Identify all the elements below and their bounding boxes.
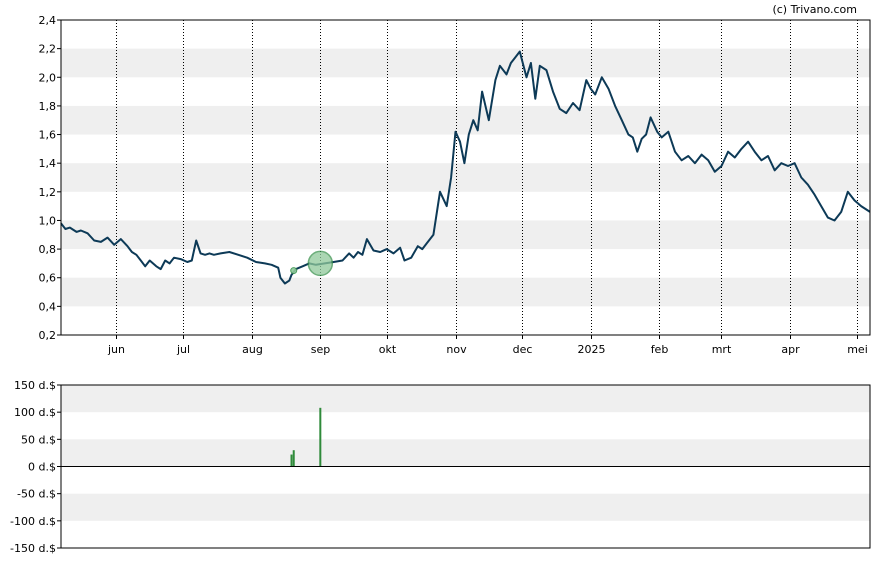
price-x-tick-label: apr [781,343,800,356]
volume-y-tick-label: -50 d.$ [17,488,56,501]
trade-marker-small [291,268,297,274]
price-x-tick-label: aug [242,343,263,356]
price-x-tick-label: jul [176,343,190,356]
price-y-tick-label: 0,8 [39,243,57,256]
price-x-tick-label: feb [651,343,669,356]
price-y-tick-label: 1,0 [39,214,57,227]
price-x-tick-label: dec [513,343,533,356]
price-y-axis: 0,2 0,4 0,6 0,8 1,0 1,2 1,4 1,6 1,8 2,0 2,2 2,4 [39,14,62,342]
price-x-tick-label: sep [311,343,330,356]
volume-y-tick-label: 150 d.$ [14,379,56,392]
volume-y-axis: 150 d.$ 100 d.$ 50 d.$ 0 d.$ -50 d.$ -100 d.$… [10,379,61,555]
volume-band [61,385,870,412]
volume-bar [293,450,295,466]
volume-y-tick-label: -100 d.$ [10,515,56,528]
price-band [61,220,870,249]
price-y-tick-label: 1,4 [39,157,57,170]
price-x-axis: jun jul aug sep okt nov dec 2025 feb mrt apr mei [107,335,868,356]
price-y-tick-label: 2,2 [39,43,57,56]
volume-band [61,494,870,521]
price-x-tick-label: okt [379,343,397,356]
price-y-tick-label: 1,6 [39,129,57,142]
price-x-tick-label: 2025 [578,343,606,356]
volume-band [61,439,870,466]
price-x-tick-label: nov [446,343,467,356]
volume-y-tick-label: -150 d.$ [10,542,56,555]
price-y-tick-label: 0,2 [39,329,57,342]
trade-marker-large [308,251,332,275]
price-y-tick-label: 2,4 [39,14,57,27]
price-y-tick-label: 1,8 [39,100,57,113]
price-x-tick-label: mei [847,343,868,356]
price-x-tick-label: jun [107,343,125,356]
price-band [61,163,870,192]
price-y-tick-label: 1,2 [39,186,57,199]
price-band [61,49,870,78]
volume-y-tick-label: 50 d.$ [21,433,56,446]
price-y-tick-label: 2,0 [39,71,57,84]
volume-chart-bands [61,385,870,521]
price-y-tick-label: 0,6 [39,272,57,285]
volume-bar [319,408,321,467]
volume-y-tick-label: 100 d.$ [14,406,56,419]
price-chart-bands [61,49,870,307]
price-y-tick-label: 0,4 [39,300,57,313]
copyright-text: (c) Trivano.com [772,3,857,16]
volume-y-tick-label: 0 d.$ [28,461,56,474]
price-x-tick-label: mrt [712,343,732,356]
volume-bar [291,455,293,467]
price-band [61,106,870,135]
price-band [61,278,870,307]
